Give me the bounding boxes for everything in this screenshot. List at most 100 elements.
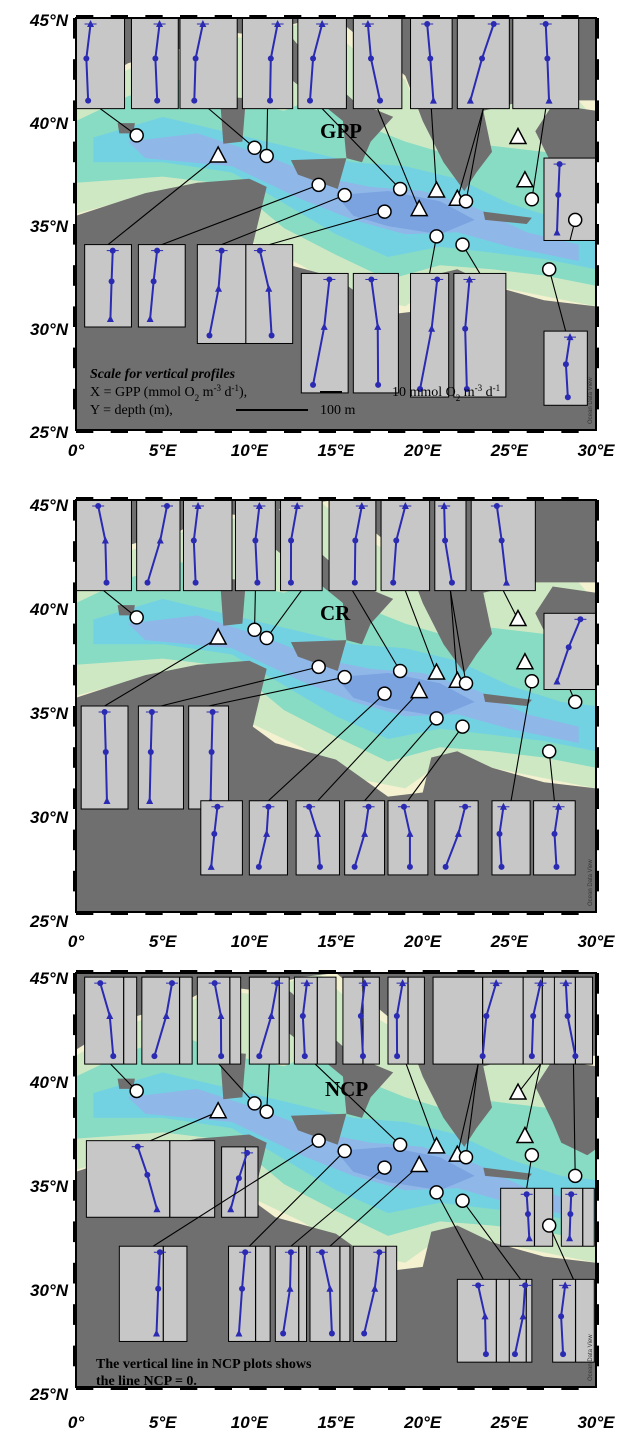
frame-tick bbox=[526, 911, 544, 915]
leader-line bbox=[524, 1063, 542, 1137]
frame-tick bbox=[73, 182, 77, 204]
profile-point bbox=[553, 228, 561, 236]
profile-inset bbox=[543, 612, 596, 691]
frame-tick bbox=[561, 429, 579, 433]
profile-point bbox=[427, 55, 434, 62]
scale-x-units-rest: d bbox=[482, 385, 493, 400]
profile-inset bbox=[295, 800, 340, 876]
land-8 bbox=[117, 1078, 135, 1089]
frame-tick bbox=[595, 100, 599, 121]
frame-tick bbox=[73, 500, 77, 521]
frame-tick bbox=[318, 911, 336, 915]
frame-tick bbox=[422, 911, 440, 915]
profile-inset bbox=[293, 976, 337, 1065]
frame-tick bbox=[318, 497, 336, 501]
station-circle bbox=[429, 229, 444, 244]
scale-superscript: -1 bbox=[493, 383, 501, 393]
profile-point bbox=[553, 863, 560, 870]
leader-line bbox=[269, 211, 385, 246]
station-circle bbox=[259, 1104, 274, 1119]
frame-tick bbox=[76, 429, 94, 433]
lat-tick-label: 35°N bbox=[30, 217, 69, 236]
leader-line bbox=[548, 1225, 574, 1280]
profile-point bbox=[218, 1053, 225, 1060]
profile-point bbox=[328, 1330, 335, 1337]
profile-point bbox=[152, 55, 159, 62]
inset-box bbox=[352, 272, 399, 394]
leader-line bbox=[462, 1200, 522, 1280]
frame-tick bbox=[73, 347, 77, 369]
frame-tick bbox=[73, 1304, 77, 1325]
lon-tick-label: 15°E bbox=[317, 1413, 355, 1432]
profile-point bbox=[106, 315, 114, 322]
station-circle bbox=[129, 1083, 144, 1099]
leader-line bbox=[405, 1063, 438, 1148]
frame-tick bbox=[422, 1386, 440, 1390]
profile-point bbox=[310, 381, 317, 388]
frame-tick bbox=[422, 497, 440, 501]
inset-box bbox=[137, 705, 184, 810]
station-circle bbox=[392, 181, 408, 197]
profile-point bbox=[153, 1329, 161, 1337]
frame-tick bbox=[214, 497, 232, 501]
profile-inset bbox=[552, 1278, 595, 1363]
leader-line bbox=[218, 1063, 255, 1104]
frame-tick bbox=[180, 970, 198, 974]
frame-tick bbox=[595, 18, 599, 39]
station-circle bbox=[455, 237, 470, 252]
profile-point bbox=[106, 1011, 114, 1019]
profile-point bbox=[280, 1330, 287, 1337]
profile-point bbox=[310, 55, 317, 62]
profile-inset bbox=[85, 1140, 216, 1218]
station-circle bbox=[455, 1193, 470, 1208]
station-circle bbox=[311, 177, 326, 193]
leader-line bbox=[456, 108, 484, 200]
frame-tick bbox=[76, 911, 94, 915]
frame-tick bbox=[492, 15, 510, 19]
frame-tick bbox=[318, 429, 336, 433]
frame-tick bbox=[214, 429, 232, 433]
profile-inset bbox=[387, 800, 429, 876]
profile-point bbox=[108, 278, 115, 285]
scale-y-units: 100 m bbox=[320, 403, 356, 418]
frame-tick bbox=[457, 1386, 475, 1390]
profile-inset bbox=[196, 976, 242, 1065]
inset-box bbox=[344, 800, 386, 876]
scale-x-units: 10 mmol O2 m-3 d-1 bbox=[392, 383, 500, 403]
frame-tick bbox=[73, 788, 77, 809]
inset-box bbox=[200, 800, 243, 876]
profile-point bbox=[394, 1053, 401, 1060]
leader-line bbox=[208, 676, 345, 707]
profile-point bbox=[572, 1053, 579, 1060]
profile-point bbox=[361, 829, 369, 837]
station-circle bbox=[247, 622, 262, 638]
frame-tick bbox=[492, 429, 510, 433]
frame-tick bbox=[595, 664, 599, 686]
frame-tick bbox=[73, 18, 77, 39]
frame-tick bbox=[73, 1262, 77, 1284]
frame-tick bbox=[73, 224, 77, 245]
frame-tick bbox=[110, 970, 128, 974]
profile-inset bbox=[200, 800, 243, 876]
frame-tick bbox=[595, 1014, 599, 1036]
scale-superscript: -3 bbox=[214, 383, 222, 393]
profile-inset bbox=[241, 18, 294, 110]
frame-tick bbox=[145, 429, 163, 433]
frame-tick bbox=[214, 15, 232, 19]
lat-tick-label: 45°N bbox=[29, 969, 69, 988]
station-circle bbox=[392, 663, 408, 679]
frame-tick bbox=[492, 970, 510, 974]
profile-point bbox=[227, 1205, 235, 1213]
inset-box bbox=[453, 272, 507, 398]
station-circle bbox=[567, 694, 583, 710]
lat-tick-label: 25°N bbox=[29, 423, 69, 442]
profile-inset bbox=[297, 18, 347, 110]
profile-point bbox=[144, 579, 151, 586]
lon-tick-label: 30°E bbox=[577, 441, 615, 460]
frame-tick bbox=[284, 911, 302, 915]
frame-tick bbox=[561, 911, 579, 915]
frame-tick bbox=[492, 497, 510, 501]
land-6 bbox=[290, 640, 347, 671]
leader-line bbox=[314, 1063, 401, 1146]
